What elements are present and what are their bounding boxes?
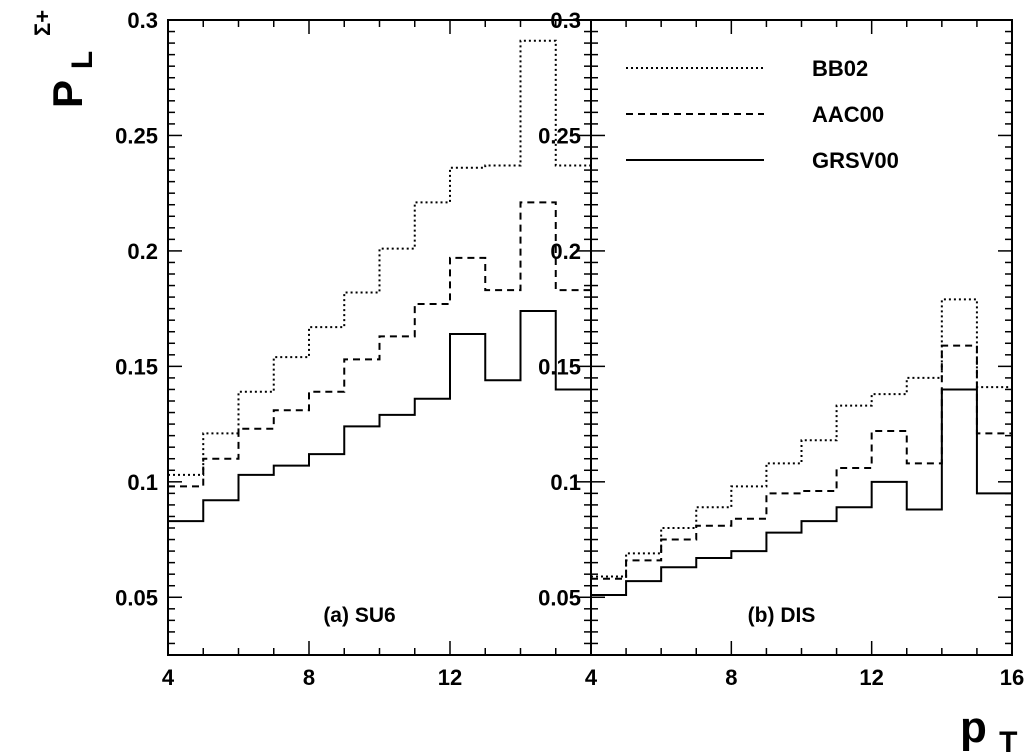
- y-tick-label: 0.3: [127, 8, 158, 33]
- series-aac00-line: [168, 201, 591, 488]
- y-axis-title: P L: [44, 51, 99, 108]
- panel-label: (b) DIS: [748, 604, 816, 627]
- x-tick-label: 4: [162, 665, 175, 690]
- series-grsv00-line: [591, 388, 1012, 596]
- y-axis-title-sub: L: [66, 51, 99, 69]
- y-axis-title-main: P: [44, 81, 91, 108]
- y-tick-label: 0.3: [550, 8, 581, 33]
- x-axis-title-sub: T: [999, 726, 1017, 755]
- y-tick-label: 0.05: [538, 585, 581, 610]
- legend-label-aac00: AAC00: [812, 102, 884, 127]
- x-tick-label: 12: [438, 665, 462, 690]
- y-axis-title-sup: Σ+: [30, 10, 55, 36]
- x-axis-title: p T: [960, 703, 1017, 755]
- panel-2: 0.05 0.1 0.15 0.2 0.25 0.3 4 8 12 16 (b) DIS: [538, 8, 1024, 690]
- y-tick-label: 0.25: [115, 123, 158, 148]
- x-tick-label: 16: [1000, 665, 1024, 690]
- y-tick-label: 0.2: [127, 239, 158, 264]
- y-tick-label: 0.15: [115, 354, 158, 379]
- x-axis-title-main: p: [960, 703, 987, 752]
- y-tick-label: 0.1: [127, 470, 158, 495]
- panel-1: 0.05 0.1 0.15 0.2 0.25 0.3 4 8 12 (a) SU6: [115, 8, 592, 690]
- y-tick-label: 0.25: [538, 123, 581, 148]
- y-tick-label: 0.15: [538, 354, 581, 379]
- legend: BB02 AAC00 GRSV00: [626, 56, 899, 173]
- legend-label-bb02: BB02: [812, 56, 868, 81]
- legend-label-grsv00: GRSV00: [812, 148, 899, 173]
- y-tick-label: 0.05: [115, 585, 158, 610]
- panels: 0.050.10.150.20.250.34 8 12(a) SU60.050.10…: [115, 8, 1024, 690]
- panel-frame: [590, 19, 1013, 656]
- y-tick-label: 0.2: [550, 239, 581, 264]
- panel-label: (a) SU6: [323, 604, 395, 627]
- x-tick-label: 8: [725, 665, 737, 690]
- series-bb02-line: [591, 298, 1012, 578]
- x-tick-label: 4: [585, 665, 598, 690]
- x-tick-label: 12: [859, 665, 883, 690]
- series-aac00-line: [591, 344, 1012, 580]
- series-bb02-line: [168, 39, 591, 476]
- series-grsv00-line: [168, 309, 591, 523]
- y-tick-label: 0.1: [550, 470, 581, 495]
- x-tick-label: 8: [303, 665, 315, 690]
